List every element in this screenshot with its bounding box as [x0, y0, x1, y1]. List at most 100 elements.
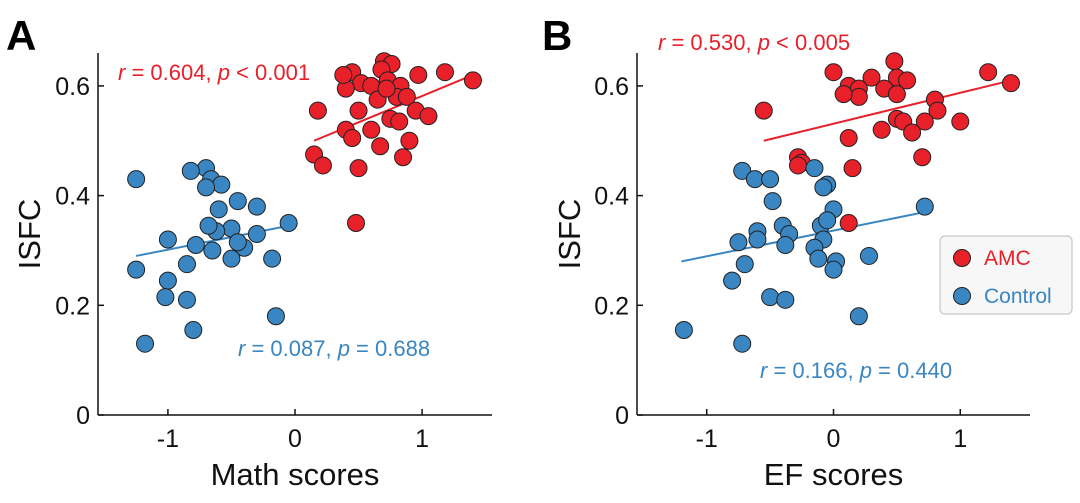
data-point-control: [209, 200, 228, 219]
data-point-control: [197, 178, 216, 197]
y-axis-label: ISFC: [12, 199, 47, 270]
data-point-control: [177, 290, 196, 309]
data-point-amc: [313, 156, 332, 175]
data-point-control: [745, 170, 764, 189]
data-point-amc: [951, 112, 970, 131]
data-point-amc: [915, 112, 934, 131]
data-point-amc: [913, 148, 932, 167]
data-point-control: [776, 235, 795, 254]
data-point-control: [136, 334, 155, 353]
data-point-control: [186, 235, 205, 254]
stat-annotation-control: r = 0.087, p = 0.688: [238, 336, 430, 361]
data-point-amc: [390, 112, 409, 131]
data-point-control: [212, 175, 231, 194]
data-point-control: [228, 192, 247, 211]
data-point-control: [674, 320, 693, 339]
data-point-amc: [839, 129, 858, 148]
data-point-control: [127, 260, 146, 279]
data-point-control: [915, 197, 934, 216]
data-point-amc: [349, 101, 368, 120]
y-axis-label: ISFC: [552, 199, 587, 270]
data-point-amc: [903, 123, 922, 142]
panel-a: A 0 0.2 0.4 0.6 -1 0 1 Math scores ISFC r = 0.604,…: [6, 12, 492, 492]
y-tick-label: 0.2: [55, 292, 90, 320]
fit-line-amc: [763, 79, 1012, 142]
data-point-control: [156, 288, 175, 307]
data-point-amc: [885, 52, 904, 71]
data-point-amc: [898, 71, 917, 90]
data-point-control: [776, 290, 795, 309]
x-tick-label: 1: [953, 425, 967, 453]
x-axis-label: EF scores: [764, 457, 904, 492]
data-point-amc: [979, 63, 998, 82]
x-tick-label: -1: [696, 425, 718, 453]
x-tick-label: 0: [827, 425, 841, 453]
data-point-amc: [843, 159, 862, 178]
data-point-control: [733, 334, 752, 353]
data-point-amc: [435, 63, 454, 82]
data-point-control: [809, 249, 828, 268]
legend-marker-control: [953, 287, 971, 305]
data-point-amc: [343, 129, 362, 148]
stat-annotation-control: r = 0.166, p = 0.440: [760, 358, 952, 383]
data-point-control: [805, 159, 824, 178]
data-point-control: [729, 233, 748, 252]
panel-b: B 0 0.2 0.4 0.6 -1 0 1 EF scores ISFC r = 0.530, p…: [542, 12, 1030, 492]
data-point-amc: [862, 68, 881, 87]
y-tick-label: 0.4: [55, 183, 90, 211]
panel-letter: B: [542, 12, 572, 59]
data-point-control: [735, 255, 754, 274]
data-point-control: [158, 230, 177, 249]
stat-annotation-amc: r = 0.530, p < 0.005: [658, 30, 850, 55]
data-point-control: [733, 161, 752, 180]
data-point-amc: [849, 87, 868, 106]
data-point-amc: [347, 214, 366, 233]
data-point-amc: [824, 63, 843, 82]
data-point-control: [263, 249, 282, 268]
stat-annotation-amc: r = 0.604, p < 0.001: [118, 60, 310, 85]
data-point-control: [859, 246, 878, 265]
legend: AMC Control: [939, 235, 1073, 315]
data-point-control: [761, 288, 780, 307]
data-point-amc: [334, 65, 353, 84]
y-tick-label: 0.2: [594, 292, 629, 320]
y-tick-label: 0: [76, 402, 90, 430]
legend-marker-amc: [953, 249, 971, 267]
data-point-control: [184, 320, 203, 339]
data-point-amc: [1001, 74, 1020, 93]
data-point-amc: [834, 85, 853, 104]
data-point-amc: [400, 131, 419, 150]
data-point-control: [228, 233, 247, 252]
data-point-amc: [839, 214, 858, 233]
data-point-amc: [754, 101, 773, 120]
data-point-control: [266, 307, 285, 326]
data-point-control: [199, 216, 218, 235]
data-point-control: [818, 211, 837, 230]
y-tick-label: 0: [615, 402, 629, 430]
data-point-control: [279, 214, 298, 233]
data-point-control: [763, 192, 782, 211]
data-point-control: [849, 307, 868, 326]
y-tick-label: 0.6: [594, 73, 629, 101]
x-axis-label: Math scores: [211, 457, 380, 492]
legend-box: [939, 235, 1073, 315]
data-point-amc: [362, 120, 381, 139]
data-point-control: [158, 271, 177, 290]
panel-letter: A: [6, 12, 36, 59]
x-tick-label: 1: [415, 425, 429, 453]
data-point-amc: [887, 85, 906, 104]
data-point-control: [247, 225, 266, 243]
data-point-amc: [371, 137, 390, 156]
data-point-control: [177, 255, 196, 274]
data-point-amc: [349, 159, 368, 178]
x-tick-label: -1: [157, 425, 179, 453]
y-tick-label: 0.6: [55, 73, 90, 101]
data-point-control: [247, 197, 266, 216]
data-point-control: [181, 161, 200, 180]
data-point-amc: [397, 87, 416, 106]
x-tick-label: 0: [288, 425, 302, 453]
data-point-control: [203, 241, 222, 260]
data-point-control: [127, 170, 146, 189]
data-point-amc: [394, 148, 413, 167]
